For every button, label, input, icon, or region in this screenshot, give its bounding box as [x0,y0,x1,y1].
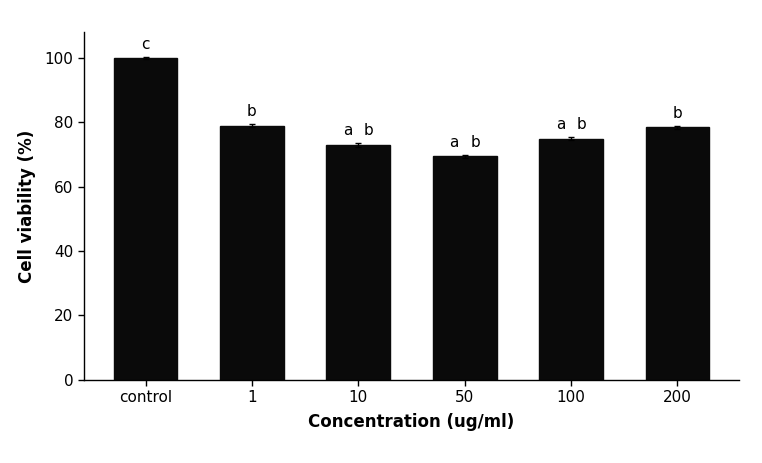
Text: b: b [364,123,374,138]
Text: a: a [343,123,352,138]
Y-axis label: Cell viability (%): Cell viability (%) [18,130,37,282]
Bar [326,145,390,380]
Bar [220,125,283,380]
Text: b: b [673,106,682,121]
Text: b: b [470,135,480,150]
Text: c: c [141,38,150,52]
Text: a: a [555,117,565,132]
Text: b: b [247,104,257,119]
Bar [433,156,497,380]
Bar [645,127,709,380]
Text: a: a [450,135,459,150]
Text: b: b [577,117,587,132]
Bar [114,58,178,380]
X-axis label: Concentration (ug/ml): Concentration (ug/ml) [309,413,514,432]
Bar [539,138,603,380]
